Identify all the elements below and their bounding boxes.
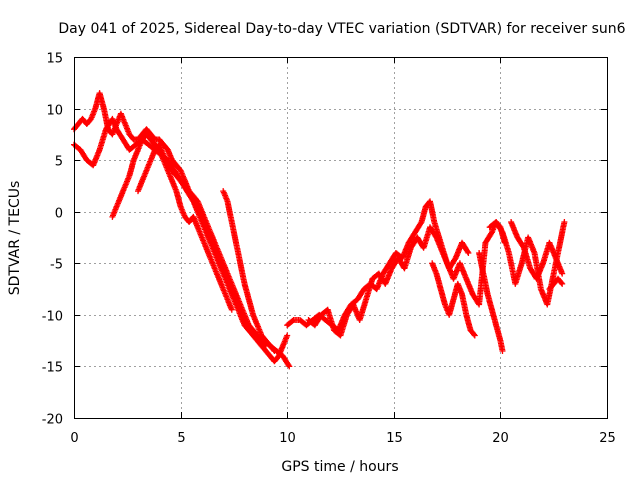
data-points [71,90,568,370]
series-track-e [220,188,278,354]
y-tick-label: 10 [46,104,63,119]
y-tick-label: -10 [42,310,63,325]
plus-markers [429,260,478,339]
x-tick-label: 5 [177,431,185,446]
plus-markers [220,188,278,354]
series-track-g [305,224,472,339]
plot-frame [74,57,608,419]
x-tick-labels: 0 5 10 15 20 25 [70,431,615,446]
series-track-k [508,219,566,282]
series-track-i [476,250,506,354]
x-axis-label: GPS time / hours [281,459,398,475]
plus-markers [476,250,506,354]
series-track-h [429,260,478,339]
x-tick-label: 15 [386,431,403,446]
x-tick-label: 25 [599,431,616,446]
series-track-d [135,141,269,349]
plus-markers [546,275,566,293]
plus-markers [135,141,269,349]
plus-markers [284,198,508,334]
series-track-j [486,219,568,308]
axis-ticks [74,57,608,419]
plus-markers [486,219,568,308]
y-tick-labels: -20 -15 -10 -5 0 5 10 15 [42,52,63,428]
grid [74,57,607,418]
series-track-f [284,198,508,334]
x-tick-label: 10 [279,431,296,446]
x-tick-label: 0 [70,431,78,446]
plus-markers [305,224,472,339]
series-track-l [546,275,566,293]
y-axis-label: SDTVAR / TECUs [7,181,23,296]
y-tick-label: 0 [55,207,63,222]
y-tick-label: -5 [50,258,63,273]
y-tick-label: 5 [55,155,63,170]
y-tick-label: -20 [42,413,63,428]
y-tick-label: -15 [42,361,63,376]
plus-markers [508,219,566,282]
y-tick-label: 15 [46,52,63,67]
chart-title: Day 041 of 2025, Sidereal Day-to-day VTE… [58,21,625,37]
x-tick-label: 20 [492,431,509,446]
